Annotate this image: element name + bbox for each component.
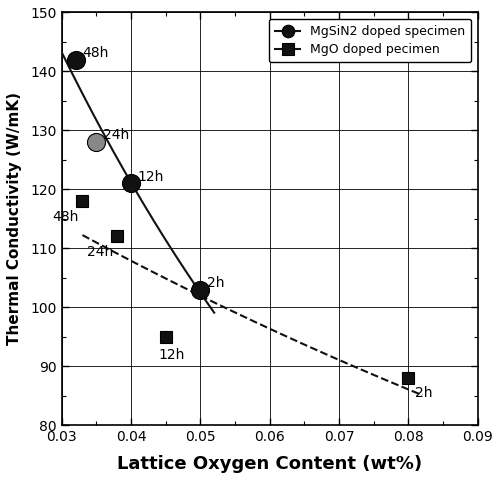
Text: 24h: 24h xyxy=(104,128,130,143)
Y-axis label: Thermal Conductivity (W/mK): Thermal Conductivity (W/mK) xyxy=(7,92,22,345)
X-axis label: Lattice Oxygen Content (wt%): Lattice Oxygen Content (wt%) xyxy=(117,455,422,473)
Text: 2h: 2h xyxy=(416,386,433,400)
Text: 12h: 12h xyxy=(158,348,185,362)
Text: 12h: 12h xyxy=(138,169,164,184)
Text: 24h: 24h xyxy=(86,245,113,259)
Legend: MgSiN2 doped specimen, MgO doped pecimen: MgSiN2 doped specimen, MgO doped pecimen xyxy=(269,19,472,62)
Text: 2h: 2h xyxy=(208,276,225,290)
Text: 48h: 48h xyxy=(52,210,78,224)
Text: 48h: 48h xyxy=(82,46,109,60)
